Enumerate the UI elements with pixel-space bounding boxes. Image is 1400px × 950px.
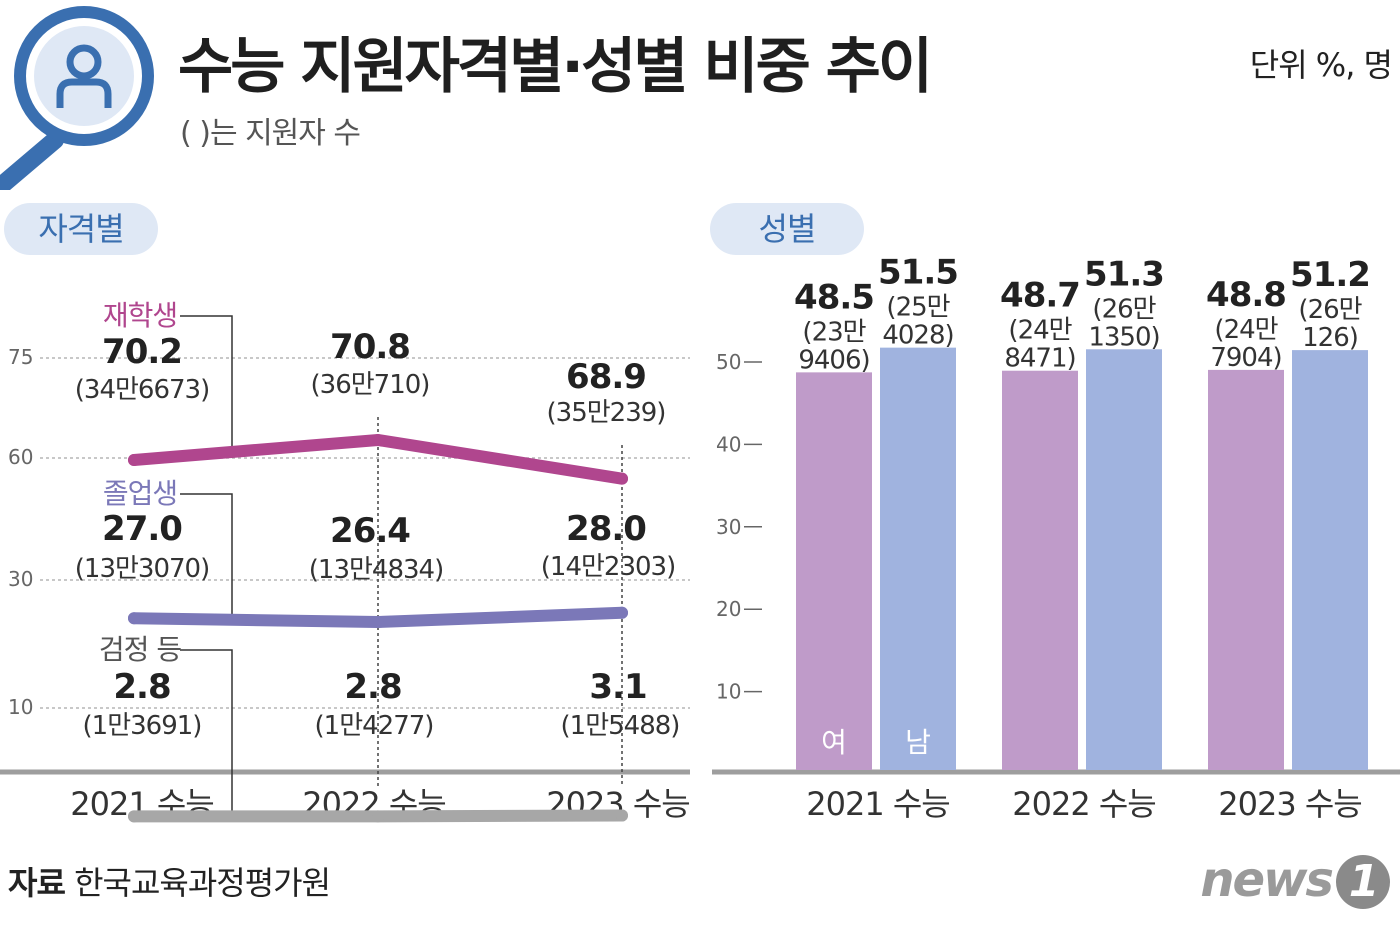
data-point-graduate xyxy=(128,612,140,625)
data-point-graduate xyxy=(616,606,628,619)
y-tick-label: 30 xyxy=(8,567,33,591)
count-label-male: (26만 xyxy=(1298,295,1361,325)
data-point-enrolled xyxy=(128,454,140,466)
count-label-female: (24만 xyxy=(1008,316,1071,346)
logo-text: news xyxy=(1200,852,1334,908)
value-label-ged: 2.8 xyxy=(344,667,401,707)
y-tick-label: 30 xyxy=(716,515,741,539)
count-label-female: 7904) xyxy=(1210,343,1281,373)
count-label-ged: (1만5488) xyxy=(561,711,680,741)
bar-female xyxy=(796,372,872,770)
x-category-label: 2021 수능 xyxy=(806,785,950,823)
count-label-female: 8471) xyxy=(1004,344,1075,374)
legend-leader-graduate xyxy=(180,493,233,617)
x-category-label: 2023 수능 xyxy=(1218,785,1362,823)
magnifier-person-icon xyxy=(0,6,154,190)
data-point-ged xyxy=(616,809,628,822)
value-label-enrolled: 68.9 xyxy=(566,357,646,397)
count-label-enrolled: (35만239) xyxy=(547,398,666,428)
count-label-male: (26만 xyxy=(1092,294,1155,324)
count-label-female: 9406) xyxy=(798,345,869,375)
value-label-female: 48.7 xyxy=(1000,276,1080,316)
value-label-male: 51.2 xyxy=(1290,255,1370,295)
count-label-male: 1350) xyxy=(1088,322,1159,352)
count-label-graduate: (14만2303) xyxy=(541,552,675,582)
data-point-ged xyxy=(372,810,384,823)
count-label-male: (25만 xyxy=(886,293,949,323)
value-label-graduate: 28.0 xyxy=(566,509,646,549)
value-label-male: 51.3 xyxy=(1084,254,1164,294)
count-label-male: 126) xyxy=(1302,323,1358,353)
qualification-tag: 자격별 xyxy=(4,203,158,255)
count-label-female: (23만 xyxy=(802,317,865,347)
y-tick-label: 75 xyxy=(8,345,33,369)
legend-label-graduate: 졸업생 xyxy=(103,477,177,510)
logo-mark: 1 xyxy=(1336,855,1390,909)
value-label-enrolled: 70.2 xyxy=(102,332,182,372)
value-label-ged: 2.8 xyxy=(113,667,170,707)
count-label-ged: (1만4277) xyxy=(315,711,434,741)
y-tick-label: 10 xyxy=(8,695,33,719)
source-note: 자료 한국교육과정평가원 xyxy=(8,858,331,904)
bar-male xyxy=(1292,350,1368,770)
value-label-male: 51.5 xyxy=(878,253,958,293)
y-tick-label: 10 xyxy=(716,680,741,704)
count-label-enrolled: (36만710) xyxy=(311,370,430,400)
bar-male xyxy=(1086,349,1162,770)
bar-female xyxy=(1002,370,1078,770)
value-label-graduate: 26.4 xyxy=(330,511,410,551)
value-label-enrolled: 70.8 xyxy=(330,327,410,367)
page-subtitle: ( )는 지원자 수 xyxy=(180,116,361,151)
count-label-enrolled: (34만6673) xyxy=(75,375,209,405)
count-label-graduate: (13만3070) xyxy=(75,554,209,584)
gender-tag: 성별 xyxy=(710,203,864,255)
y-tick-label: 40 xyxy=(716,432,741,456)
y-tick-label: 20 xyxy=(716,597,741,621)
data-point-graduate xyxy=(372,616,384,629)
source-org: 한국교육과정평가원 xyxy=(74,864,331,902)
count-label-female: (24만 xyxy=(1214,315,1277,345)
bar-series-label-female: 여 xyxy=(821,726,847,759)
news1-logo: news 1 xyxy=(1200,852,1390,909)
y-tick-label: 50 xyxy=(716,350,741,374)
count-label-male: 4028) xyxy=(882,321,953,351)
bar-female xyxy=(1208,369,1284,770)
value-label-female: 48.8 xyxy=(1206,275,1286,315)
data-point-ged xyxy=(128,810,140,823)
data-point-enrolled xyxy=(372,434,384,446)
legend-label-enrolled: 재학생 xyxy=(103,299,177,332)
value-label-graduate: 27.0 xyxy=(102,509,182,549)
legend-label-ged: 검정 등 xyxy=(99,633,181,666)
y-tick-label: 60 xyxy=(8,445,33,469)
count-label-ged: (1만3691) xyxy=(83,711,202,741)
unit-label: 단위 %, 명 xyxy=(1249,46,1393,84)
legend-leader-ged xyxy=(180,649,233,815)
x-category-label: 2022 수능 xyxy=(1012,785,1156,823)
legend-leader-enrolled xyxy=(180,315,233,458)
bar-series-label-male: 남 xyxy=(905,726,931,759)
page-title: 수능 지원자격별·성별 비중 추이 xyxy=(178,32,933,102)
data-point-enrolled xyxy=(616,472,628,485)
value-label-ged: 3.1 xyxy=(589,667,646,707)
source-label: 자료 xyxy=(8,864,66,902)
count-label-graduate: (13만4834) xyxy=(309,555,443,585)
bar-male xyxy=(880,347,956,770)
value-label-female: 48.5 xyxy=(794,277,874,317)
